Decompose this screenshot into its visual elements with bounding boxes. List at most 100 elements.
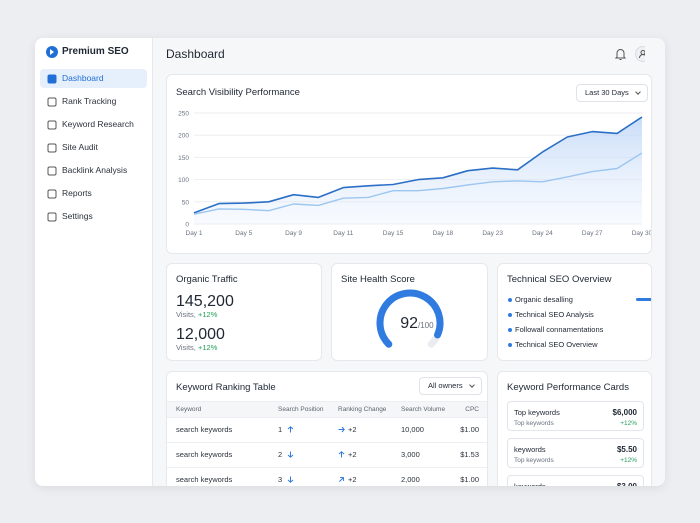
kpi-change: +12% [620,420,637,427]
date-filter[interactable]: Last 30 Days [576,84,648,102]
metric-value: 145,200 [176,293,234,310]
tech-item-label: Technical SEO Analysis [515,310,594,319]
nav-icon [47,212,57,221]
column-header: Ranking Change [338,406,387,413]
x-tick-label: Day 27 [582,230,603,237]
nav-icon [47,189,57,198]
table-row: search keywords 3 +2 2,000 $1.00 [167,467,487,486]
y-tick-label: 50 [182,199,190,206]
header-icons [614,46,645,62]
nav-label: Dashboard [62,73,104,83]
keyword-table: Keyword Search Position Ranking Change Sear… [167,401,487,486]
column-header: Search Volume [401,406,446,413]
arrow-icon [339,476,345,482]
card-title: Technical SEO Overview [507,274,612,285]
arrow-shape [338,451,345,458]
chart-title: Search Visibility Performance [176,87,300,98]
x-tick-label: Day 24 [532,230,553,237]
table-cell: $1.53 [460,450,479,459]
table-header: Keyword Search Position Ranking Change Sear… [167,401,487,418]
arrow-icon [287,476,294,483]
nav-label: Settings [62,211,93,221]
column-header: CPC [465,406,479,413]
page-title: Dashboard [166,47,225,61]
brand: Premium SEO [62,46,129,57]
kpi-title: keywords [514,445,546,454]
nav-label: Keyword Research [62,119,134,129]
owner-filter[interactable]: All owners [419,377,482,395]
logo [46,46,58,58]
kpi-card: keywords $5.50 Top keywords +12% [507,438,644,468]
table-cell: 2,000 [401,475,420,484]
nav-icon [47,143,57,152]
technical-seo-card: Technical SEO Overview Organic desalling… [497,263,652,361]
nav-label: Backlink Analysis [62,165,128,175]
y-tick-label: 100 [178,177,189,184]
column-header: Keyword [176,406,202,413]
y-tick-label: 250 [178,111,189,118]
kpi-title: keywords [514,482,546,486]
gauge-max: /100 [418,321,434,330]
table-cell: +2 [348,475,357,484]
arrow-shape [339,476,345,482]
metric-change: +12% [197,310,218,319]
nav-item[interactable]: Reports [40,184,147,203]
card-title: Keyword Performance Cards [507,382,629,393]
nav-item[interactable]: Site Audit [40,138,147,157]
gauge-value [376,289,444,348]
icon-shape [47,166,57,175]
nav-icon [47,97,57,106]
table-row: search keywords 2 +2 3,000 $1.53 [167,442,487,468]
kpi-card: Top keywords $6,000 Top keywords +12% [507,401,644,431]
arrow-icon [287,426,294,433]
tech-item-label: Technical SEO Overview [515,340,598,349]
table-cell: 3 [278,475,283,484]
arrow-shape [287,476,294,483]
y-tick-label: 150 [178,155,189,162]
table-cell: 1 [278,425,283,434]
x-tick-label: Day 18 [433,230,454,237]
metric-value: 12,000 [176,326,225,343]
sidebar: Premium SEO Dashboard Rank Tracking Keywor… [35,38,153,486]
gauge: 92/100 [376,289,444,348]
kpi-value: $5.50 [616,445,637,454]
arrow-icon [287,451,294,458]
area [194,117,642,224]
table-row: search keywords 1 +2 10,000 $1.00 [167,417,487,443]
metric-label-text: Visits, [176,343,196,352]
x-tick-label: Day 11 [333,230,353,237]
line-chart: 0 50 100 150 200 250 Day 1 Day 5 Day 9 Day 11 Day … [178,111,651,238]
table-cell: search keywords [176,425,233,434]
metric-label-text: Visits, [176,310,196,319]
arrow-shape [338,426,345,433]
icon-shape [47,74,57,83]
nav-icon [47,120,57,129]
nav-label: Reports [62,188,92,198]
table-cell: search keywords [176,450,233,459]
kpi-subtitle: Top keywords [514,457,554,464]
kpi-change: +12% [620,457,637,464]
table-cell: $1.00 [460,425,479,434]
x-tick-label: Day 15 [383,230,404,237]
arrow-shape [287,426,294,433]
arrow-icon [338,426,345,433]
x-tick-label: Day 1 [186,230,203,237]
progress-bar [636,298,651,301]
nav-item[interactable]: Settings [40,207,147,226]
arrow-shape [287,451,294,458]
metric-label: Visits, +12% [176,310,217,320]
series-line [193,116,643,214]
nav-item[interactable]: Keyword Research [40,115,147,134]
table-cell: +2 [348,450,357,459]
x-tick-label: Day 5 [235,230,252,237]
metric-change: +12% [197,343,218,352]
nav-item[interactable]: Backlink Analysis [40,161,147,180]
table-cell: 3,000 [401,450,420,459]
keyword-table-card: Keyword Ranking Table All owners Keyword… [166,371,488,486]
nav-item[interactable]: Dashboard [40,69,147,88]
kpi-card: keywords $3.00 [507,475,644,486]
tech-item-label: Followall connamentations [515,325,604,334]
nav-item[interactable]: Rank Tracking [40,92,147,111]
icon-shape [47,189,57,198]
table-cell: +2 [348,425,357,434]
